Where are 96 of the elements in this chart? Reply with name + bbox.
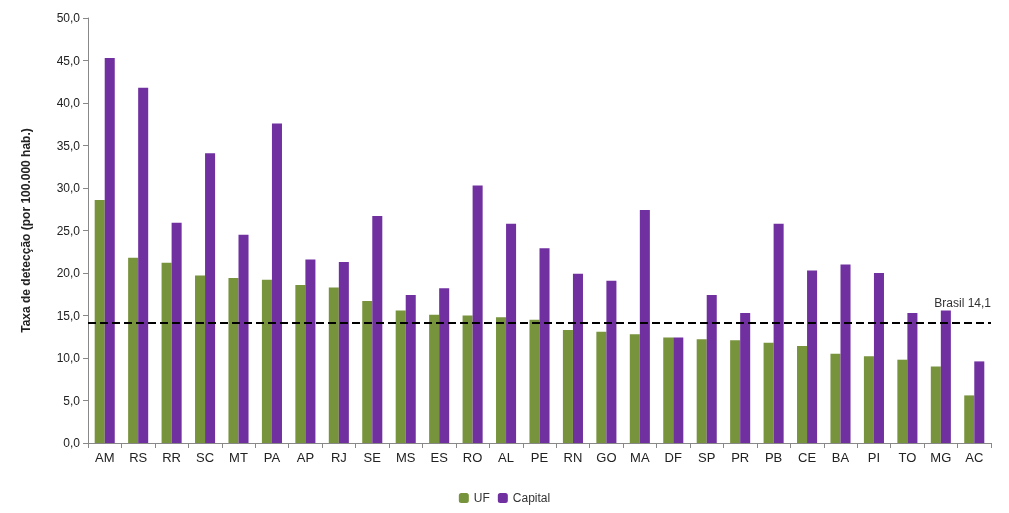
bar bbox=[840, 264, 851, 443]
bar bbox=[596, 331, 607, 443]
bar bbox=[395, 310, 406, 443]
bar bbox=[797, 346, 808, 443]
bar bbox=[195, 275, 206, 443]
y-tick-label: 45,0 bbox=[56, 53, 81, 68]
bar bbox=[663, 337, 674, 443]
bar bbox=[706, 295, 717, 443]
x-tick-label: MT bbox=[229, 450, 248, 465]
bar bbox=[696, 339, 707, 443]
bar bbox=[338, 261, 349, 443]
x-tick-label: PA bbox=[263, 450, 281, 465]
y-tick-label: 10,0 bbox=[56, 351, 81, 365]
bar bbox=[462, 315, 473, 443]
bar bbox=[128, 257, 139, 443]
bar bbox=[873, 273, 884, 443]
bar bbox=[830, 353, 841, 443]
bar bbox=[205, 153, 216, 443]
bar bbox=[740, 312, 751, 443]
bar bbox=[529, 319, 540, 443]
bar bbox=[673, 337, 684, 443]
x-tick-label: RR bbox=[162, 450, 181, 465]
x-tick-label: RJ bbox=[330, 450, 347, 465]
bar bbox=[763, 342, 774, 443]
bar bbox=[606, 280, 617, 443]
bar bbox=[539, 248, 550, 443]
bar bbox=[271, 123, 282, 443]
x-tick-label: RN bbox=[563, 450, 583, 465]
x-tick-label: AC bbox=[965, 450, 984, 465]
bar bbox=[773, 223, 784, 443]
y-tick-label: 5,0 bbox=[63, 393, 81, 408]
bar bbox=[629, 334, 640, 443]
x-tick-label: ES bbox=[430, 450, 449, 465]
bar bbox=[562, 329, 573, 443]
x-tick-label: PI bbox=[867, 450, 881, 465]
y-tick-label: 40,0 bbox=[56, 96, 81, 110]
bar bbox=[639, 210, 650, 443]
y-tick-label: 0,0 bbox=[63, 436, 81, 450]
x-tick-label: PR bbox=[731, 450, 750, 465]
bar bbox=[964, 395, 975, 443]
x-tick-label: AP bbox=[296, 450, 315, 465]
y-tick-label: 20,0 bbox=[56, 266, 81, 280]
x-tick-label: GO bbox=[596, 450, 617, 465]
bar bbox=[104, 57, 115, 443]
x-tick-label: AL bbox=[498, 450, 515, 465]
bar bbox=[472, 185, 483, 443]
bar bbox=[228, 278, 239, 443]
y-tick-label: 50,0 bbox=[56, 11, 81, 25]
x-tick-label: BA bbox=[831, 450, 850, 465]
x-tick-label: SC bbox=[196, 450, 215, 465]
bar bbox=[897, 359, 908, 443]
legend-label: Capital bbox=[512, 491, 551, 505]
x-tick-label: SP bbox=[698, 450, 716, 465]
bar bbox=[974, 361, 985, 443]
bar bbox=[807, 270, 818, 443]
bar bbox=[261, 279, 272, 443]
bar bbox=[506, 223, 517, 443]
bar bbox=[161, 262, 172, 443]
x-tick-label: RO bbox=[462, 450, 483, 465]
x-tick-label: RS bbox=[129, 450, 148, 465]
bar bbox=[940, 310, 951, 443]
bar bbox=[496, 317, 507, 443]
x-tick-label: MG bbox=[930, 450, 952, 465]
bar bbox=[930, 366, 941, 443]
bar bbox=[730, 340, 741, 443]
y-tick-label: 35,0 bbox=[56, 138, 81, 153]
bar bbox=[907, 312, 918, 443]
bar bbox=[328, 287, 339, 443]
y-tick-label: 25,0 bbox=[56, 223, 81, 238]
x-tick-label: PE bbox=[530, 450, 549, 465]
x-tick-label: SE bbox=[363, 450, 382, 465]
bar bbox=[362, 301, 373, 443]
x-tick-label: AM bbox=[94, 450, 115, 465]
bar bbox=[572, 273, 583, 443]
legend-label: UF bbox=[473, 491, 490, 505]
bar bbox=[439, 288, 450, 443]
x-tick-label: PB bbox=[764, 450, 783, 465]
y-tick-label: 30,0 bbox=[56, 181, 81, 195]
bar bbox=[372, 216, 383, 443]
bar bbox=[94, 199, 105, 443]
x-tick-label: TO bbox=[898, 450, 917, 465]
y-axis-title: Taxa de detecção (por 100.000 hab.) bbox=[19, 128, 33, 333]
bar bbox=[305, 259, 316, 443]
bar bbox=[429, 314, 440, 443]
bar bbox=[863, 356, 874, 443]
x-tick-label: MS bbox=[395, 450, 416, 465]
ref-line-label: Brasil 14,1 bbox=[934, 296, 992, 311]
bar bbox=[238, 234, 249, 443]
bar bbox=[171, 222, 182, 443]
x-tick-label: CE bbox=[798, 450, 817, 465]
bar bbox=[295, 284, 306, 443]
x-tick-label: MA bbox=[630, 450, 650, 465]
y-tick-label: 15,0 bbox=[56, 308, 81, 323]
x-tick-label: DF bbox=[664, 450, 682, 465]
bar bbox=[138, 87, 149, 443]
bar bbox=[405, 295, 416, 443]
